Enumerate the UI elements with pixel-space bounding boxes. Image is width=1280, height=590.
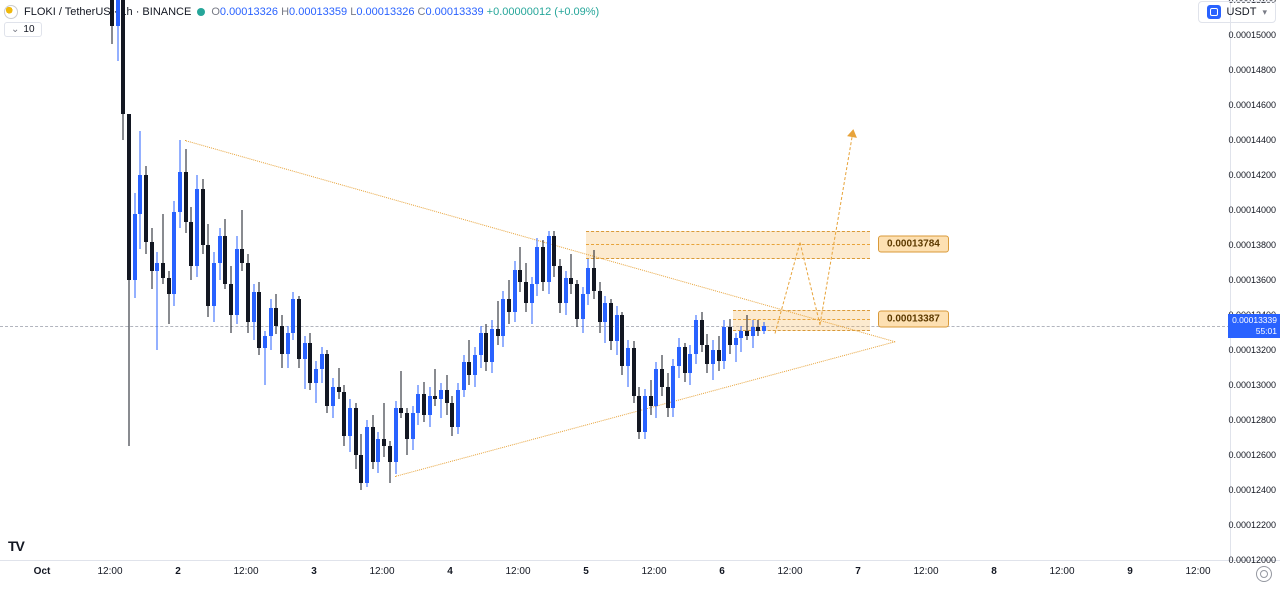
time-axis-label: 9: [1127, 566, 1133, 577]
price-axis-label: 0.00014600: [1228, 100, 1276, 110]
supply-zone: [586, 231, 870, 259]
time-axis-label: 12:00: [913, 566, 938, 577]
time-axis-label: 4: [447, 566, 453, 577]
symbol-name: FLOKI / TetherUS: [24, 6, 111, 18]
exchange: BINANCE: [142, 6, 191, 18]
time-axis-label: 7: [855, 566, 861, 577]
time-axis[interactable]: Oct 12:00 2 12:00 3 12:00 4 12:00 5 12:00 6 12:00 7 1…: [0, 560, 1230, 590]
price-axis[interactable]: 0.000152000.000150000.000148000.00014600…: [1230, 0, 1280, 561]
open-label: O: [211, 6, 220, 18]
gear-icon[interactable]: [1256, 566, 1272, 582]
price-axis-label: 0.00012200: [1228, 520, 1276, 530]
quote-currency-select[interactable]: USDT ▾: [1198, 1, 1276, 23]
time-axis-label: 12:00: [1185, 566, 1210, 577]
price-axis-label: 0.00012400: [1228, 485, 1276, 495]
time-axis-label: 8: [991, 566, 997, 577]
indicator-pill[interactable]: ⌄ 10: [4, 22, 42, 37]
zone-price-tag: 0.00013387: [878, 311, 949, 328]
time-axis-label: 5: [583, 566, 589, 577]
price-axis-label: 0.00014400: [1228, 135, 1276, 145]
price-axis-label: 0.00013200: [1228, 345, 1276, 355]
high-value: 0.00013359: [289, 6, 347, 18]
indicator-row: ⌄ 10: [4, 22, 42, 37]
price-chart[interactable]: 0.00013784 0.00013387: [0, 0, 1231, 561]
chart-header: FLOKI / TetherUS · 1h · BINANCE O0.00013…: [4, 4, 1276, 20]
price-axis-label: 0.00012800: [1228, 415, 1276, 425]
quote-currency-label: USDT: [1227, 6, 1257, 18]
change-pct: (+0.09%): [554, 6, 599, 18]
time-axis-label: 2: [175, 566, 181, 577]
price-axis-label: 0.00013600: [1228, 275, 1276, 285]
zone-midline: [733, 319, 870, 320]
time-axis-label: 12:00: [505, 566, 530, 577]
time-axis-label: 12:00: [369, 566, 394, 577]
time-axis-label: 12:00: [777, 566, 802, 577]
interval: 1h: [120, 6, 132, 18]
chevron-down-icon: ▾: [1262, 7, 1267, 18]
time-axis-label: 3: [311, 566, 317, 577]
open-value: 0.00013326: [220, 6, 278, 18]
price-axis-label: 0.00013800: [1228, 240, 1276, 250]
currency-icon: [1207, 5, 1221, 19]
price-axis-label: 0.00015000: [1228, 30, 1276, 40]
time-axis-label: 12:00: [233, 566, 258, 577]
market-status-dot: [197, 8, 205, 16]
price-axis-label: 0.00012600: [1228, 450, 1276, 460]
change-abs: +0.00000012: [487, 6, 552, 18]
time-axis-label: Oct: [34, 566, 51, 577]
ohlc-readout: O0.00013326 H0.00013359 L0.00013326 C0.0…: [211, 6, 599, 18]
price-axis-label: 0.00014000: [1228, 205, 1276, 215]
low-value: 0.00013326: [356, 6, 414, 18]
zone-midline: [586, 244, 870, 245]
symbol-icon: [4, 5, 18, 19]
price-axis-label: 0.00013000: [1228, 380, 1276, 390]
time-axis-label: 12:00: [97, 566, 122, 577]
tradingview-logo: TV: [8, 538, 24, 554]
price-axis-label: 0.00014200: [1228, 170, 1276, 180]
zone-price-tag: 0.00013784: [878, 236, 949, 253]
current-price-tag: 0.0001333955:01: [1228, 314, 1280, 338]
time-axis-label: 12:00: [641, 566, 666, 577]
projection-arrow-icon: [847, 128, 858, 138]
close-value: 0.00013339: [425, 6, 483, 18]
time-axis-label: 6: [719, 566, 725, 577]
time-axis-label: 12:00: [1049, 566, 1074, 577]
indicator-value: 10: [23, 24, 34, 35]
chevron-down-icon: ⌄: [11, 24, 19, 35]
symbol-title[interactable]: FLOKI / TetherUS · 1h · BINANCE: [24, 6, 191, 18]
high-label: H: [281, 6, 289, 18]
price-axis-label: 0.00012000: [1228, 555, 1276, 565]
price-axis-label: 0.00014800: [1228, 65, 1276, 75]
